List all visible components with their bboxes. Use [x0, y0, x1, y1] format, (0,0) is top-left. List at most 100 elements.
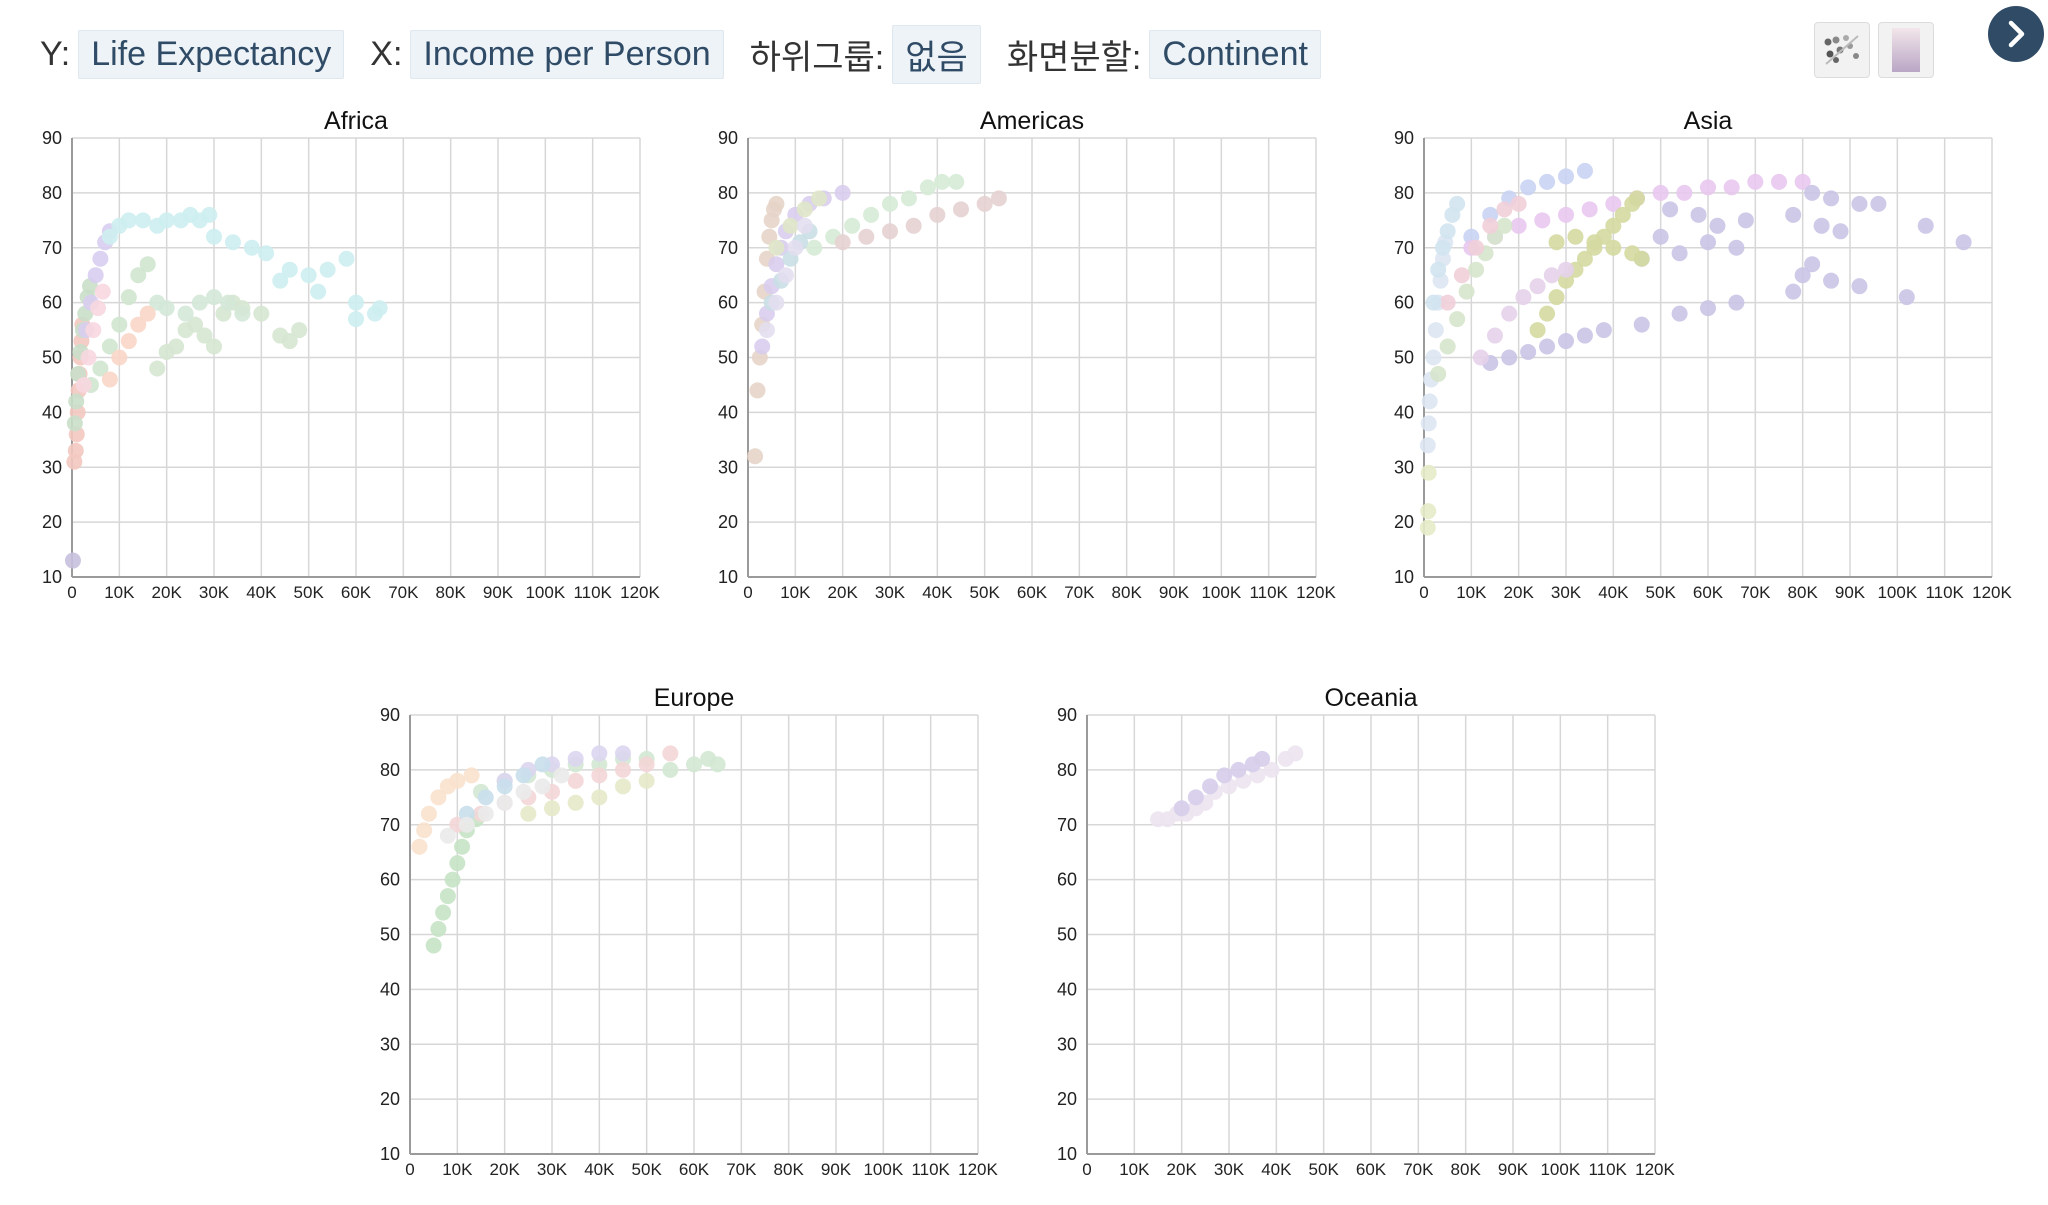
data-point[interactable]	[1709, 217, 1726, 234]
data-point[interactable]	[1605, 239, 1622, 256]
data-point[interactable]	[1723, 179, 1740, 196]
data-point[interactable]	[1468, 239, 1485, 256]
data-point[interactable]	[111, 349, 128, 366]
data-point[interactable]	[1458, 283, 1475, 300]
data-point[interactable]	[1629, 190, 1645, 207]
data-point[interactable]	[120, 289, 137, 306]
data-point[interactable]	[130, 267, 147, 284]
data-point[interactable]	[1472, 349, 1489, 366]
data-point[interactable]	[1813, 217, 1830, 234]
data-point[interactable]	[411, 838, 428, 855]
data-point[interactable]	[258, 245, 275, 262]
data-point[interactable]	[1595, 322, 1612, 339]
data-point[interactable]	[1449, 195, 1466, 212]
data-point[interactable]	[1676, 184, 1693, 201]
data-point[interactable]	[1633, 316, 1650, 333]
data-point[interactable]	[858, 228, 875, 245]
subgroup-selector[interactable]: 없음	[892, 24, 981, 84]
data-point[interactable]	[534, 756, 551, 773]
data-point[interactable]	[1671, 245, 1688, 262]
data-point[interactable]	[439, 827, 456, 844]
data-point[interactable]	[553, 767, 570, 784]
data-point[interactable]	[1539, 305, 1556, 322]
data-point[interactable]	[882, 195, 898, 212]
data-point[interactable]	[1804, 256, 1821, 273]
data-point[interactable]	[319, 261, 336, 278]
data-point[interactable]	[1543, 267, 1560, 284]
data-point[interactable]	[638, 772, 655, 789]
data-point[interactable]	[1785, 206, 1802, 223]
data-point[interactable]	[1794, 267, 1811, 284]
data-point[interactable]	[477, 789, 494, 806]
data-point[interactable]	[520, 805, 537, 822]
data-point[interactable]	[80, 349, 97, 366]
data-point[interactable]	[591, 745, 608, 762]
data-point[interactable]	[1427, 322, 1444, 339]
data-point[interactable]	[420, 805, 437, 822]
data-point[interactable]	[444, 871, 461, 888]
data-point[interactable]	[1558, 272, 1574, 289]
data-point[interactable]	[787, 239, 804, 256]
data-point[interactable]	[149, 360, 166, 377]
data-point[interactable]	[1425, 349, 1442, 366]
data-point[interactable]	[449, 855, 466, 872]
data-point[interactable]	[919, 179, 936, 196]
data-point[interactable]	[1823, 190, 1840, 207]
data-point[interactable]	[92, 250, 109, 267]
data-point[interactable]	[338, 250, 355, 267]
data-point[interactable]	[1529, 322, 1546, 339]
data-point[interactable]	[1501, 349, 1518, 366]
data-point[interactable]	[310, 283, 327, 300]
data-point[interactable]	[615, 761, 631, 778]
data-point[interactable]	[806, 239, 823, 256]
data-point[interactable]	[638, 756, 655, 773]
data-point[interactable]	[1633, 250, 1650, 267]
data-point[interactable]	[496, 778, 513, 795]
data-point[interactable]	[1728, 294, 1745, 311]
data-point[interactable]	[1898, 289, 1915, 306]
data-point[interactable]	[101, 371, 118, 388]
data-point[interactable]	[929, 206, 946, 223]
data-point[interactable]	[1558, 333, 1574, 350]
data-point[interactable]	[90, 300, 107, 317]
data-point[interactable]	[976, 195, 993, 212]
data-point[interactable]	[1586, 234, 1603, 251]
data-point[interactable]	[1439, 223, 1456, 240]
data-point[interactable]	[1747, 173, 1764, 190]
data-point[interactable]	[300, 267, 317, 284]
data-point[interactable]	[749, 382, 766, 399]
data-point[interactable]	[291, 322, 308, 339]
data-point[interactable]	[768, 256, 785, 273]
data-point[interactable]	[1548, 234, 1565, 251]
data-point[interactable]	[234, 305, 251, 322]
data-point[interactable]	[416, 822, 433, 839]
data-point[interactable]	[1420, 415, 1437, 432]
data-point[interactable]	[1652, 184, 1669, 201]
data-point[interactable]	[177, 305, 194, 322]
data-point[interactable]	[1482, 206, 1499, 223]
data-point[interactable]	[834, 184, 851, 201]
data-point[interactable]	[1605, 195, 1622, 212]
data-point[interactable]	[1870, 195, 1887, 212]
data-point[interactable]	[1558, 261, 1574, 278]
data-point[interactable]	[747, 448, 764, 465]
data-point[interactable]	[1287, 745, 1304, 762]
data-point[interactable]	[1173, 800, 1190, 817]
data-point[interactable]	[1520, 344, 1537, 361]
data-point[interactable]	[754, 338, 771, 355]
data-point[interactable]	[1576, 327, 1593, 344]
data-point[interactable]	[87, 267, 104, 284]
data-point[interactable]	[1420, 464, 1437, 481]
data-point[interactable]	[1539, 338, 1556, 355]
data-point[interactable]	[1430, 261, 1447, 278]
data-point[interactable]	[515, 767, 532, 784]
data-point[interactable]	[243, 239, 260, 256]
data-point[interactable]	[1430, 365, 1447, 382]
data-point[interactable]	[463, 767, 480, 784]
data-point[interactable]	[64, 552, 81, 569]
data-point[interactable]	[1955, 234, 1972, 251]
data-point[interactable]	[1421, 393, 1438, 410]
data-point[interactable]	[158, 300, 175, 317]
data-point[interactable]	[834, 234, 851, 251]
data-point[interactable]	[782, 217, 799, 234]
